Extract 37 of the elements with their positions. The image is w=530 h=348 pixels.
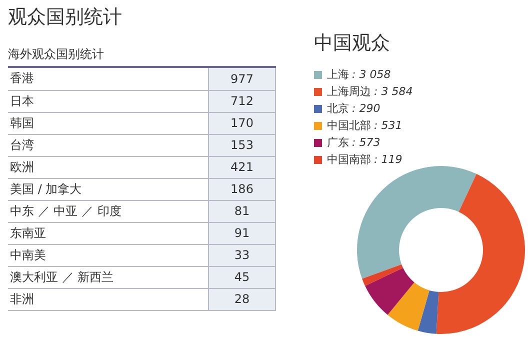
legend-label: 中国南部: [327, 152, 371, 167]
text: 观众国别统计: [8, 5, 123, 30]
data-label: 45: [208, 266, 276, 288]
data-label: 153: [208, 134, 276, 156]
legend-label: 北京: [327, 101, 349, 116]
category-label: 韩国: [9, 114, 35, 132]
category-label: 澳大利亚 ／ 新西兰: [9, 268, 115, 286]
category-label: 香港: [9, 70, 35, 88]
category-label: 东南亚: [9, 224, 47, 242]
category-label: 日本: [9, 92, 35, 110]
data-label: 170: [208, 112, 276, 134]
data-label: 33: [208, 244, 276, 266]
data-label: : 290: [352, 102, 380, 115]
data-label: 712: [208, 90, 276, 112]
category-label: 美国 / 加拿大: [9, 180, 83, 198]
data-label: : 573: [352, 136, 380, 149]
data-label: 421: [208, 156, 276, 178]
category-label: 非洲: [9, 290, 35, 308]
text: 海外观众国别统计: [8, 46, 276, 68]
data-label: 977: [208, 68, 276, 90]
chart-title: 中国观众: [314, 31, 390, 56]
legend-label: 上海: [327, 67, 349, 82]
data-label: : 531: [374, 119, 402, 132]
category-label: 中东 ／ 中亚 ／ 印度: [9, 202, 122, 220]
data-label: : 3 058: [352, 68, 391, 81]
category-label: 台湾: [9, 136, 35, 154]
legend-label: 广东: [327, 135, 349, 150]
data-label: 186: [208, 178, 276, 200]
legend-label: 中国北部: [327, 118, 371, 133]
category-label: 欧洲: [9, 158, 35, 176]
data-label: 28: [208, 288, 276, 310]
data-label: : 119: [374, 153, 402, 166]
category-label: 中南美: [9, 246, 47, 264]
data-label: 91: [208, 222, 276, 244]
legend-label: 上海周边: [327, 84, 371, 99]
data-label: 81: [208, 200, 276, 222]
data-label: : 3 584: [374, 85, 413, 98]
